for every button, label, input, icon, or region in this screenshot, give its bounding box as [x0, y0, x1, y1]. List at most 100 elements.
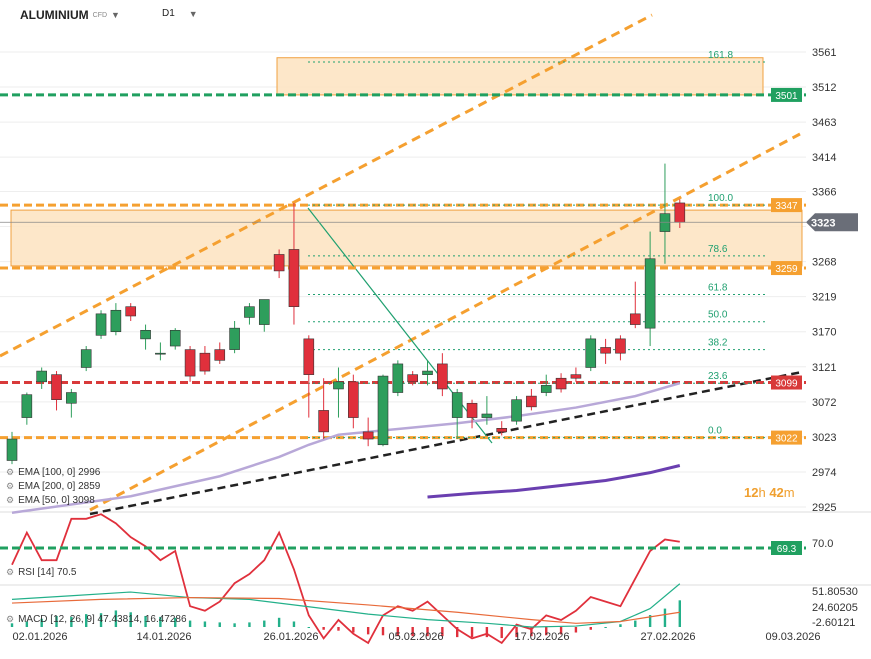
candle-body [659, 213, 671, 232]
macd-histogram-bar [470, 627, 474, 638]
candle-body [422, 370, 433, 375]
price-tick-label: 3268 [812, 257, 836, 269]
macd-histogram-bar [574, 627, 578, 633]
macd-histogram-bar [366, 627, 370, 635]
current-price-label: 3323 [811, 217, 835, 229]
candle-body [288, 249, 300, 307]
price-tick-label: 3121 [812, 362, 836, 374]
date-tick-label: 17.02.2026 [514, 631, 569, 643]
macd-histogram-bar [233, 623, 236, 627]
rsi-level-badge [771, 541, 802, 555]
macd-histogram-bar [129, 612, 132, 627]
candle-body [155, 352, 166, 355]
price-tick-label: 2974 [812, 467, 836, 479]
legend-rsi[interactable]: ⚙ RSI [14] 70.5 [6, 567, 76, 578]
candle-body [199, 352, 211, 372]
candle-body [140, 329, 151, 340]
fib-label: 161.8 [708, 50, 733, 61]
macd-histogram-bar [248, 622, 251, 627]
macd-histogram-bar [55, 615, 58, 627]
candle-body [466, 402, 478, 418]
macd-histogram-bar [99, 613, 103, 627]
rsi-level-label: 69.3 [777, 544, 797, 555]
ema100-line [427, 464, 681, 499]
candles [6, 163, 686, 465]
date-tick-label: 09.03.2026 [765, 631, 820, 643]
legend-ema100[interactable]: ⚙ EMA [100, 0] 2996 [6, 467, 100, 478]
macd-histogram-bar [648, 615, 652, 627]
date-tick-label: 14.01.2026 [136, 631, 191, 643]
timer-m-unit: m [783, 485, 795, 500]
legend-ema100-text: EMA [100, 0] 2996 [18, 467, 101, 478]
macd-histogram-bar [396, 627, 400, 637]
macd-histogram-bar [604, 627, 607, 628]
macd-histogram-bar [114, 610, 118, 627]
macd-histogram-bar [188, 620, 192, 627]
macd-histogram-bar [292, 621, 296, 627]
candle-body [392, 363, 404, 393]
legend-ema200[interactable]: ⚙ EMA [200, 0] 2859 [6, 481, 100, 492]
price-tick-label: 3366 [812, 187, 836, 199]
candle-body [110, 309, 122, 333]
rsi-panel: 69.3 70.0 [0, 513, 833, 645]
fib-label: 50.0 [708, 310, 728, 321]
price-tick-label: 2925 [812, 502, 836, 514]
rsi-line [11, 513, 680, 645]
legend-ema50[interactable]: ⚙ EMA [50, 0] 3098 [6, 495, 95, 506]
macd-histogram-bar [322, 627, 325, 630]
macd-histogram-bar [411, 627, 414, 637]
support-trend-line [89, 370, 803, 516]
candle-body [348, 381, 359, 418]
candle-body [125, 306, 137, 317]
candle-body [303, 338, 315, 375]
macd-histogram-bar [619, 624, 622, 627]
candle-body [555, 377, 567, 390]
price-tick-label: 3463 [812, 117, 836, 129]
price-tick-label: 3561 [812, 47, 836, 59]
candle-body [333, 381, 344, 390]
timeframe-label: D1 [162, 8, 175, 19]
candle-body [496, 428, 508, 433]
candle-body [318, 410, 329, 433]
price-tick-label: 3219 [812, 292, 836, 304]
candle-body [377, 375, 389, 446]
candle-body [51, 374, 62, 400]
rsi-tick-label: 70.0 [812, 538, 833, 550]
macd-histogram-bar [426, 627, 429, 637]
macd-tick-label: 51.80530 [812, 586, 858, 598]
settings-icon: ⚙ [6, 467, 15, 477]
candle-body [585, 338, 597, 368]
macd-histogram-bar [218, 622, 221, 627]
macd-histogram-bar [40, 618, 43, 627]
candle-body [169, 329, 181, 347]
symbol-selector[interactable]: ALUMINIUM CFD ▼ [20, 8, 120, 22]
level-label: 3022 [775, 434, 798, 445]
legend-ema50-text: EMA [50, 0] 3098 [18, 495, 95, 506]
macd-histogram-bar [530, 627, 533, 637]
price-zone [276, 57, 764, 96]
chevron-down-icon: ▼ [188, 8, 198, 19]
candle-body [80, 349, 92, 368]
candle-body [615, 338, 626, 354]
legend-macd[interactable]: ⚙ MACD [12, 26, 9] 47.43814, 16.47286 [6, 614, 187, 625]
price-tick-label: 3170 [812, 327, 836, 339]
price-tick-label: 3023 [812, 432, 836, 444]
date-tick-label: 27.02.2026 [640, 631, 695, 643]
macd-histogram-bar [515, 627, 518, 638]
level-badge [771, 87, 802, 102]
macd-histogram-bar [25, 621, 29, 627]
candle-body [36, 370, 47, 383]
candle-body [481, 413, 493, 418]
timeframe-selector[interactable]: D1 ▼ [162, 8, 198, 19]
settings-icon: ⚙ [6, 481, 15, 491]
fib-label: 38.2 [708, 338, 728, 349]
legend-ema200-text: EMA [200, 0] 2859 [18, 481, 101, 492]
macd-histogram-bar [203, 621, 207, 627]
macd-tick-label: 24.60205 [812, 602, 858, 614]
timer-minutes: 42 [769, 485, 784, 500]
level-label: 3501 [775, 91, 798, 102]
settings-icon: ⚙ [6, 567, 15, 577]
symbol-type: CFD [92, 11, 108, 19]
ema50-line [11, 382, 681, 514]
macd-histogram-bar [634, 620, 637, 627]
